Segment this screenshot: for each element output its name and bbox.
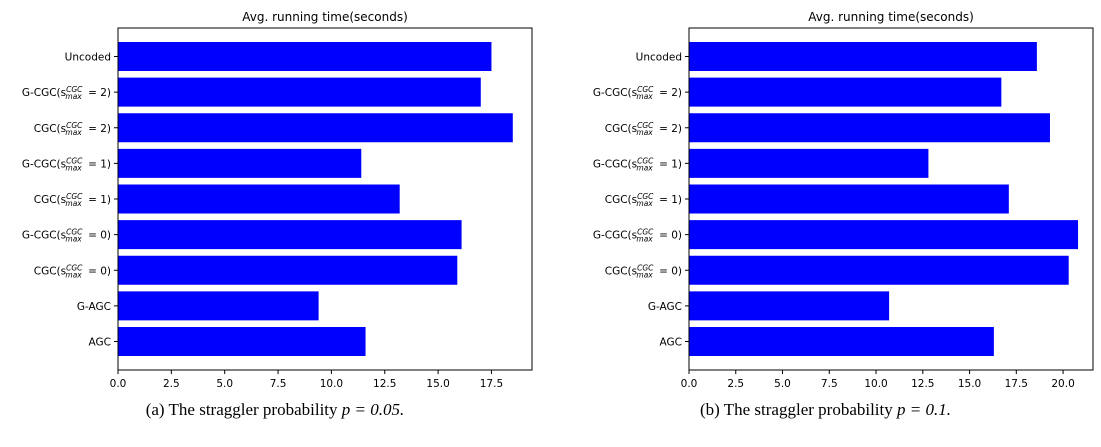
x-tick-label: 10.0 xyxy=(864,378,887,390)
x-tick-label: 2.5 xyxy=(163,378,180,390)
y-tick-label: Uncoded xyxy=(65,52,111,64)
x-tick-label: 15.0 xyxy=(958,378,981,390)
y-tick-label: G-AGC xyxy=(77,301,111,313)
y-tick-label: G-AGC xyxy=(648,301,682,313)
axes-frame xyxy=(117,27,533,371)
bar-0 xyxy=(689,42,1037,71)
caption-a-math: p = 0.05. xyxy=(341,400,405,419)
y-tick-label: G-CGC(sCGC max = 1) xyxy=(22,156,111,172)
bar-5 xyxy=(689,220,1079,250)
bar-chart-b: Avg. running time(seconds) Uncoded G-CGC(s… xyxy=(593,10,1094,390)
axes-frame xyxy=(688,27,1094,371)
y-tick-label: CGC(sCGC max = 0) xyxy=(605,263,682,279)
x-tick-label: 17.5 xyxy=(1005,378,1028,390)
caption-a: (a) The straggler probability p = 0.05. xyxy=(0,400,550,420)
bar-chart-a: Avg. running time(seconds) Uncoded G-CGC(s… xyxy=(22,10,533,390)
caption-b-text: (b) The straggler probability xyxy=(699,400,898,419)
x-tick-label: 5.0 xyxy=(216,378,233,390)
y-tick-label: CGC(sCGC max = 1) xyxy=(34,192,111,208)
x-tick-label: 7.5 xyxy=(270,378,287,390)
y-tick-label: G-CGC(sCGC max = 0) xyxy=(593,228,682,244)
bar-8 xyxy=(689,327,994,356)
y-tick-label: CGC(sCGC max = 2) xyxy=(605,121,682,137)
x-tick-label: 0.0 xyxy=(681,378,698,390)
bar-7 xyxy=(689,291,890,321)
chart-title: Avg. running time(seconds) xyxy=(242,10,408,24)
x-tick-label: 15.0 xyxy=(426,378,449,390)
y-tick-label: CGC(sCGC max = 1) xyxy=(605,192,682,208)
chart-panel-b: Avg. running time(seconds) Uncoded G-CGC(s… xyxy=(550,0,1101,447)
x-tick-label: 0.0 xyxy=(110,378,127,390)
x-tick-label: 2.5 xyxy=(727,378,744,390)
bar-3 xyxy=(118,148,362,178)
bar-0 xyxy=(118,42,492,71)
bar-7 xyxy=(118,291,319,321)
y-tick-label: AGC xyxy=(89,337,111,349)
bar-4 xyxy=(689,184,1009,214)
x-tick-label: 10.0 xyxy=(320,378,343,390)
bar-6 xyxy=(689,255,1069,285)
caption-a-text: (a) The straggler probability xyxy=(145,400,342,419)
bar-1 xyxy=(118,77,481,107)
bar-6 xyxy=(118,255,458,285)
chart-title: Avg. running time(seconds) xyxy=(808,10,974,24)
y-tick-label: G-CGC(sCGC max = 0) xyxy=(22,228,111,244)
x-tick-label: 20.0 xyxy=(1051,378,1074,390)
y-tick-label: G-CGC(sCGC max = 1) xyxy=(593,156,682,172)
bar-5 xyxy=(118,220,462,250)
x-tick-label: 12.5 xyxy=(373,378,396,390)
x-tick-label: 5.0 xyxy=(774,378,791,390)
y-tick-label: G-CGC(sCGC max = 2) xyxy=(22,85,111,101)
y-tick-label: G-CGC(sCGC max = 2) xyxy=(593,85,682,101)
bar-2 xyxy=(118,113,513,143)
chart-panel-a: Avg. running time(seconds) Uncoded G-CGC(s… xyxy=(0,0,550,447)
y-tick-label: Uncoded xyxy=(636,52,682,64)
x-tick-label: 12.5 xyxy=(911,378,934,390)
x-tick-label: 17.5 xyxy=(480,378,503,390)
bar-3 xyxy=(689,148,929,178)
caption-b: (b) The straggler probability p = 0.1. xyxy=(550,400,1101,420)
bar-2 xyxy=(689,113,1050,143)
x-tick-label: 7.5 xyxy=(821,378,838,390)
y-tick-label: AGC xyxy=(660,337,682,349)
bar-1 xyxy=(689,77,1002,107)
y-tick-label: CGC(sCGC max = 2) xyxy=(34,121,111,137)
caption-b-math: p = 0.1. xyxy=(897,400,951,419)
y-tick-label: CGC(sCGC max = 0) xyxy=(34,263,111,279)
bar-8 xyxy=(118,327,366,356)
bar-4 xyxy=(118,184,400,214)
